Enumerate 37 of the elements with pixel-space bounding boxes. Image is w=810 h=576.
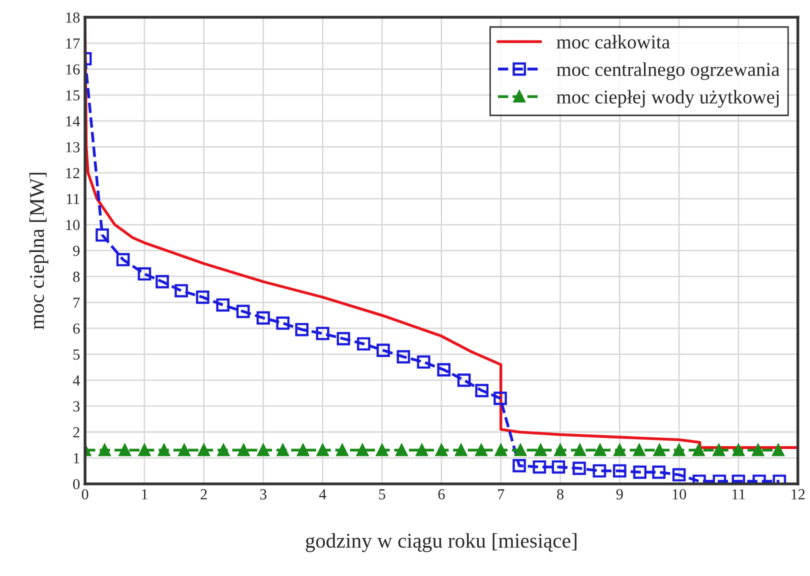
y-tick-label: 4: [72, 375, 80, 386]
y-tick-label: 2: [73, 427, 80, 438]
x-tick-label: 1: [142, 489, 148, 500]
x-tick-label: 6: [438, 489, 445, 500]
x-tick-label: 5: [379, 489, 386, 500]
y-tick-label: 1: [74, 453, 80, 464]
y-axis-title: moc cieplna [MW]: [29, 172, 48, 330]
x-tick-label: 2: [200, 489, 207, 500]
y-tick-label: 14: [66, 116, 80, 126]
x-tick-label: 0: [82, 489, 88, 500]
legend-label: moc centralnego ogrzewania: [556, 62, 780, 80]
y-tick-label: 10: [66, 220, 80, 230]
y-tick-label: 11: [66, 194, 80, 204]
x-tick-label: 12: [792, 489, 805, 500]
y-tick-label: 16: [66, 64, 80, 75]
y-tick-label: 9: [73, 246, 80, 256]
y-tick-label: 17: [66, 38, 80, 48]
x-tick-label: 7: [498, 489, 504, 500]
y-tick-label: 6: [73, 324, 80, 334]
x-tick-label: 8: [557, 489, 564, 500]
y-tick-label: 5: [73, 350, 80, 360]
y-tick-label: 12: [66, 168, 80, 178]
x-tick-label: 10: [672, 489, 686, 500]
y-tick-label: 18: [66, 12, 80, 23]
x-tick-label: 3: [260, 489, 266, 500]
x-tick-label: 11: [732, 489, 745, 500]
y-tick-label: 15: [66, 90, 80, 100]
x-tick-label: 9: [616, 489, 623, 500]
y-tick-label: 7: [74, 298, 80, 308]
legend-label: moc ciepłej wody użytkowej: [556, 90, 779, 108]
y-tick-label: 13: [66, 142, 80, 152]
legend-label: moc całkowita: [556, 34, 670, 49]
x-axis-title: godziny w ciągu roku [miesiące]: [306, 533, 576, 552]
y-tick-label: 8: [73, 272, 80, 282]
y-tick-label: 3: [73, 401, 80, 412]
y-tick-label: 0: [73, 478, 80, 490]
x-tick-label: 4: [319, 489, 326, 500]
